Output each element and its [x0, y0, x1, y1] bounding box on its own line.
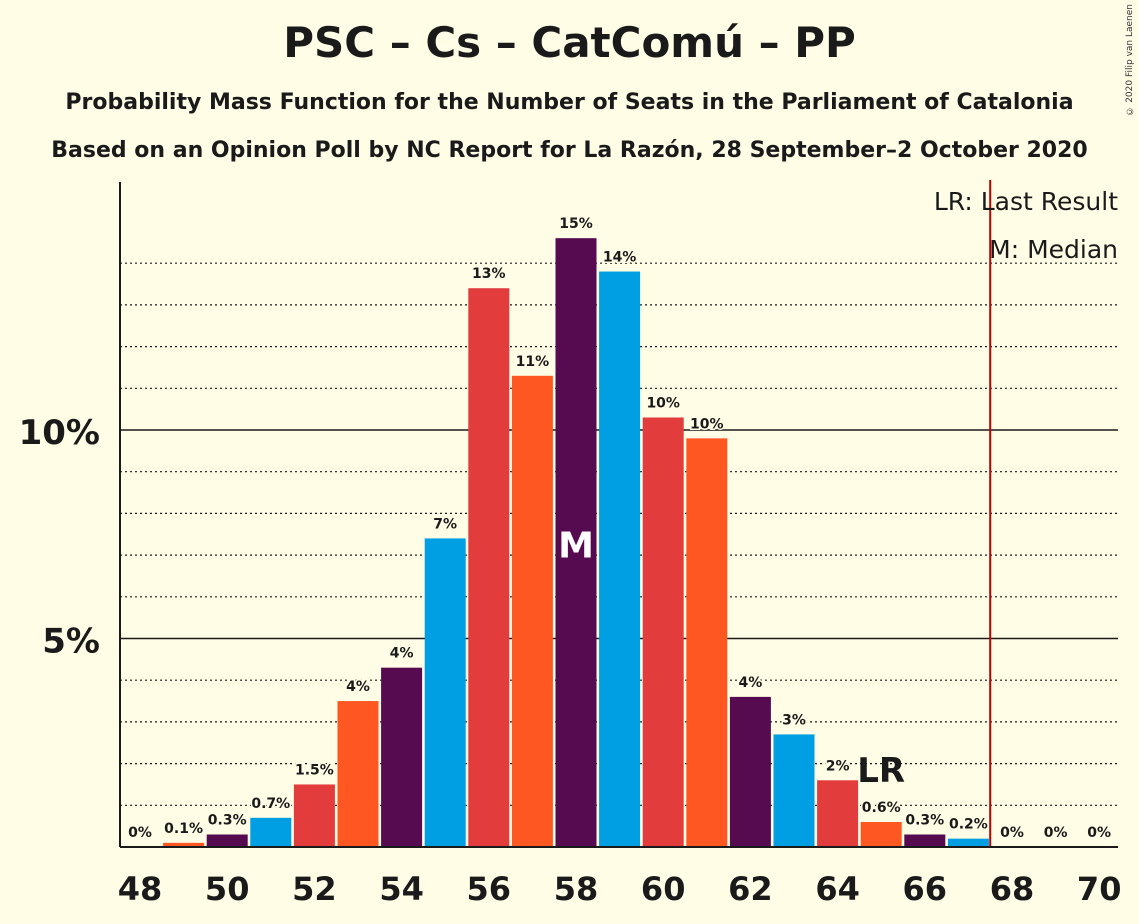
bar-labels: 0% 0.1%0.3%0.7%1.5%4%4%7%13%11%15%14%10%1… [127, 215, 1113, 843]
x-tick-label: 56 [467, 870, 512, 908]
bar [511, 375, 553, 847]
bar [555, 238, 597, 847]
x-tick-label: 64 [815, 870, 860, 908]
y-tick-label: 5% [42, 622, 100, 662]
bar [206, 834, 248, 847]
bar [163, 842, 205, 847]
chart-subtitle: Probability Mass Function for the Number… [65, 90, 1074, 115]
bars [163, 238, 989, 848]
bar [381, 667, 423, 847]
bar-data-label: 13% [472, 266, 506, 282]
x-tick-label: 54 [379, 870, 424, 908]
last-result-marker: LR [857, 751, 905, 791]
bar-data-label: 7% [433, 516, 457, 532]
bar [729, 696, 771, 847]
bar-data-label: 0% [1087, 825, 1111, 841]
bar [860, 821, 902, 847]
bar [599, 271, 641, 847]
bar-data-label: 4% [346, 679, 370, 695]
chart-title: PSC – Cs – CatComú – PP [283, 18, 856, 67]
x-tick-label: 70 [1077, 870, 1122, 908]
bar-data-label: 0% [128, 825, 152, 841]
bar-data-label: 0% [1044, 825, 1068, 841]
x-tick-label: 60 [641, 870, 686, 908]
x-tick-label: 48 [118, 870, 163, 908]
x-tick-label: 50 [205, 870, 250, 908]
bar [817, 780, 859, 847]
y-tick-label: 10% [19, 413, 100, 453]
x-tick-label: 52 [292, 870, 337, 908]
x-tick-label: 68 [990, 870, 1035, 908]
bar-data-label: 0% [1000, 825, 1024, 841]
bar-data-label: 0.1% [164, 821, 203, 837]
bar [642, 417, 684, 847]
bar-data-label: 2% [826, 758, 850, 774]
bar-data-label: 15% [559, 216, 593, 232]
x-tick-label: 58 [554, 870, 599, 908]
bar [250, 817, 292, 847]
bar [424, 538, 466, 847]
x-tick-label: 66 [903, 870, 948, 908]
legend-last-result: LR: Last Result [934, 187, 1118, 216]
bar-data-label: 11% [516, 354, 550, 370]
bar [468, 288, 510, 848]
bar [904, 834, 946, 847]
bar-data-label: 0.2% [949, 817, 988, 833]
axes: 5% 10% 48 50 52 54 56 58 60 62 64 66 68 70 [19, 180, 1122, 908]
bar-data-label: 0.6% [862, 800, 901, 816]
bar-data-label: 1.5% [295, 762, 334, 778]
x-tick-label: 62 [728, 870, 773, 908]
chart-source: Based on an Opinion Poll by NC Report fo… [51, 138, 1088, 163]
bar-data-label: 0.3% [905, 812, 944, 828]
bar [337, 701, 379, 847]
bar-data-label: 4% [739, 675, 763, 691]
bar [947, 838, 989, 847]
bar [686, 438, 728, 847]
bar-data-label: 10% [646, 395, 680, 411]
bar-data-label: 4% [390, 646, 414, 662]
bar [293, 784, 335, 847]
bar-data-label: 0.3% [208, 812, 247, 828]
bar-data-label: 10% [690, 416, 724, 432]
legend-median: M: Median [989, 235, 1118, 264]
bar [773, 734, 815, 847]
bar-data-label: 3% [782, 712, 806, 728]
bar-data-label: 14% [603, 250, 637, 266]
median-marker: M [558, 526, 594, 567]
bar-data-label: 0.7% [251, 796, 290, 812]
